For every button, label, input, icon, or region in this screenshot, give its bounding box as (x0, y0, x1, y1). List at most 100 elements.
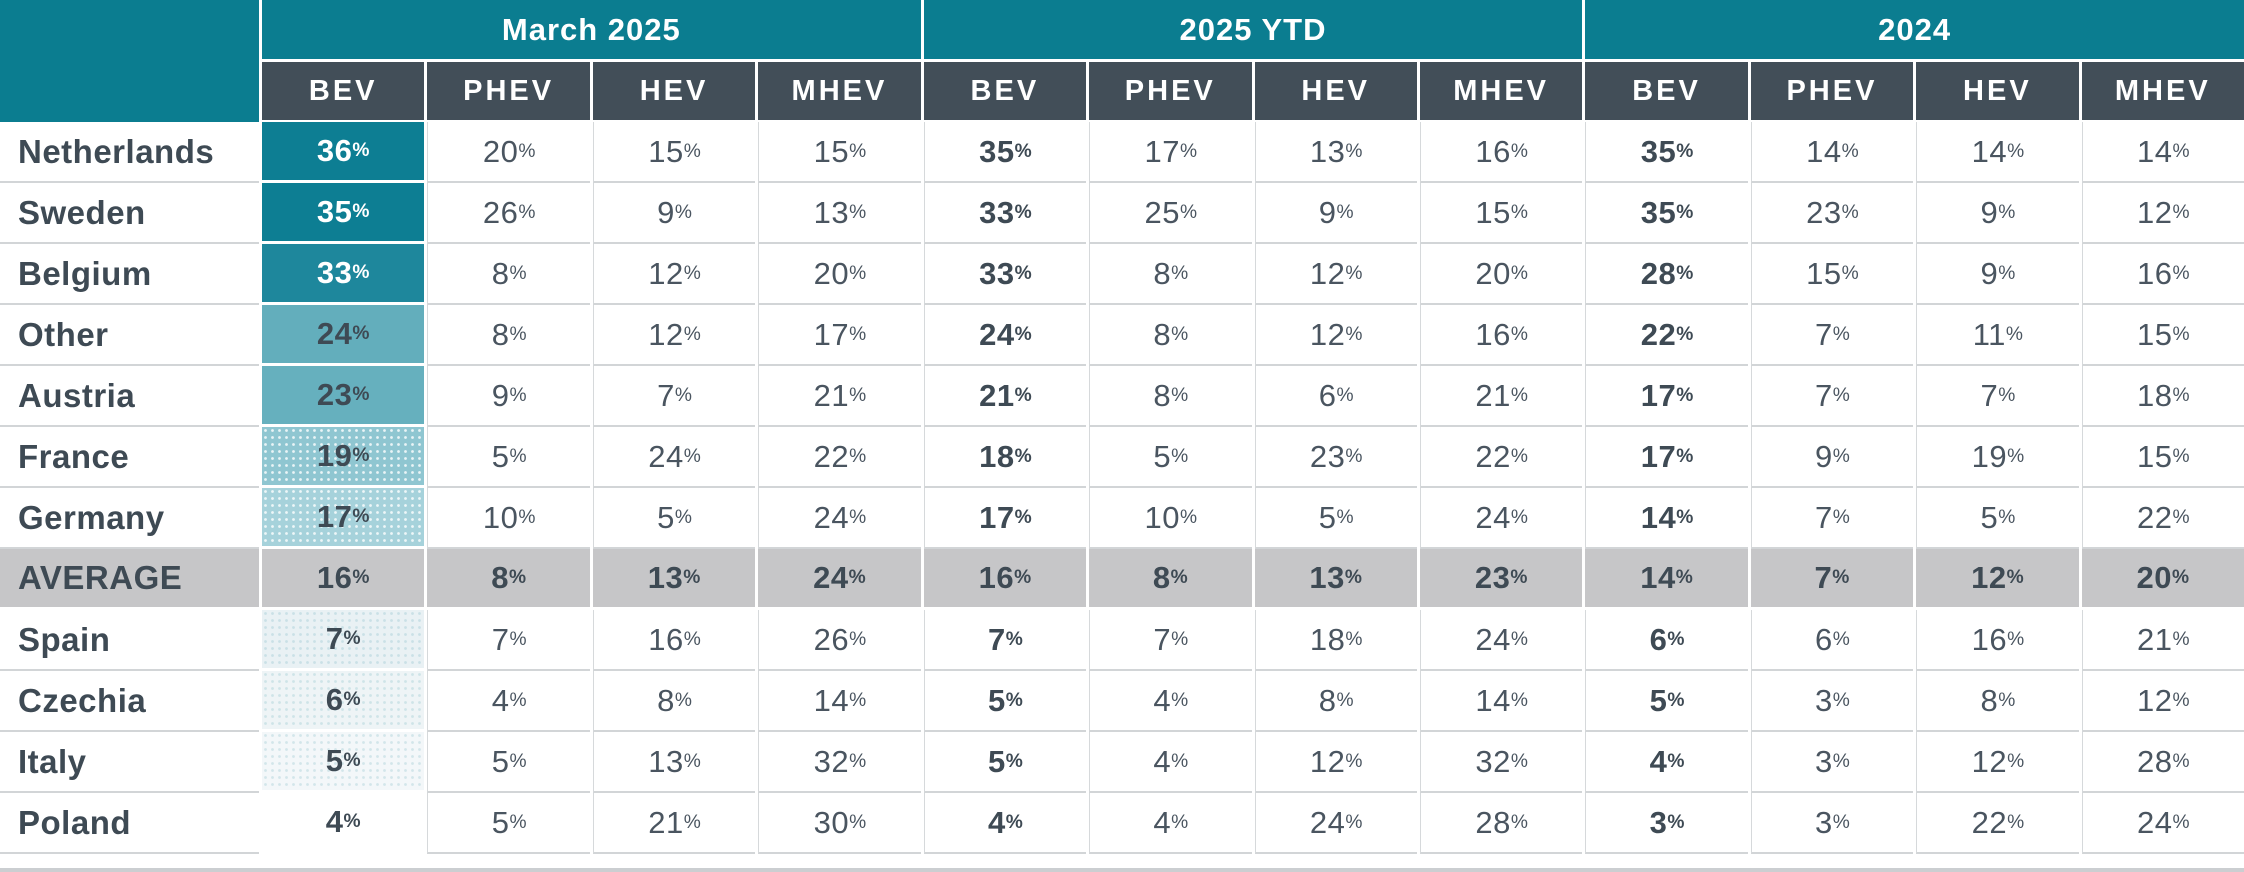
austria-y2024-bev-value: 17% (1585, 366, 1748, 427)
sweden-march-2025-hev-value: 9% (592, 183, 756, 244)
spain-y2024-mhev-value: 21% (2081, 610, 2244, 671)
czechia-march-2025-hev-value: 8% (592, 671, 756, 732)
poland-ytd-2025-bev-value: 4% (923, 793, 1087, 854)
percent-sign: % (2006, 567, 2024, 588)
percent-sign: % (1841, 201, 1859, 223)
poland-march-2025-hev-value: 21% (592, 793, 756, 854)
spain-ytd-2025-hev-value: 18% (1254, 610, 1417, 671)
germany-ytd-2025-mhev-value: 24% (1419, 488, 1583, 549)
average-march-2025-hev-value: 13% (592, 549, 756, 610)
percent-sign: % (343, 811, 361, 832)
germany-y2024-bev-value: 14% (1585, 488, 1748, 549)
germany-march-2025-bev-value: 17% (262, 488, 425, 549)
percent-sign: % (683, 567, 701, 588)
column-header-2025-ytd-hev: HEV (1254, 62, 1417, 122)
row-label-germany: Germany (0, 488, 259, 549)
percent-sign: % (1014, 323, 1032, 345)
percent-sign: % (2172, 689, 2190, 711)
percent-sign: % (2172, 201, 2190, 223)
row-label-spain: Spain (0, 610, 259, 671)
poland-march-2025-mhev-value: 30% (758, 793, 921, 854)
percent-sign: % (509, 323, 527, 345)
percent-sign: % (1841, 140, 1859, 162)
percent-sign: % (1014, 567, 1032, 588)
percent-sign: % (1675, 567, 1693, 588)
percent-sign: % (849, 323, 867, 345)
belgium-ytd-2025-phev-value: 8% (1089, 244, 1252, 305)
percent-sign: % (1667, 689, 1685, 711)
belgium-march-2025-bev-value: 33% (262, 244, 425, 305)
italy-y2024-phev-value: 3% (1750, 732, 1914, 793)
spain-march-2025-phev-value: 7% (427, 610, 590, 671)
percent-sign: % (1005, 811, 1023, 833)
other-march-2025-mhev-value: 17% (758, 305, 921, 366)
percent-sign: % (2172, 811, 2190, 833)
poland-ytd-2025-phev-value: 4% (1089, 793, 1252, 854)
austria-ytd-2025-bev-value: 21% (923, 366, 1087, 427)
percent-sign: % (683, 323, 701, 345)
percent-sign: % (1179, 506, 1198, 528)
percent-sign: % (509, 384, 527, 406)
column-header-march-2025-phev: PHEV (427, 62, 590, 122)
percent-sign: % (849, 201, 867, 223)
percent-sign: % (1510, 811, 1528, 833)
belgium-ytd-2025-bev-value: 33% (923, 244, 1087, 305)
percent-sign: % (1832, 628, 1850, 650)
italy-y2024-bev-value: 4% (1585, 732, 1748, 793)
spain-ytd-2025-bev-value: 7% (923, 610, 1087, 671)
france-march-2025-phev-value: 5% (427, 427, 590, 488)
percent-sign: % (2007, 628, 2025, 650)
netherlands-ytd-2025-phev-value: 17% (1089, 122, 1252, 183)
percent-sign: % (1676, 140, 1694, 162)
row-label-austria: Austria (0, 366, 259, 427)
czechia-y2024-bev-value: 5% (1585, 671, 1748, 732)
percent-sign: % (1510, 201, 1528, 223)
percent-sign: % (1998, 384, 2016, 406)
percent-sign: % (1336, 384, 1354, 406)
percent-sign: % (683, 628, 701, 650)
percent-sign: % (849, 689, 867, 711)
percent-sign: % (518, 201, 536, 223)
percent-sign: % (674, 506, 692, 528)
france-ytd-2025-bev-value: 18% (923, 427, 1087, 488)
group-header-march-2025: March 2025 (262, 0, 921, 62)
sweden-march-2025-bev-value: 35% (262, 183, 425, 244)
percent-sign: % (1510, 262, 1528, 284)
percent-sign: % (518, 506, 536, 528)
other-y2024-bev-value: 22% (1585, 305, 1748, 366)
germany-ytd-2025-phev-value: 10% (1089, 488, 1252, 549)
row-label-belgium: Belgium (0, 244, 259, 305)
percent-sign: % (352, 323, 370, 344)
percent-sign: % (1345, 811, 1363, 833)
percent-sign: % (1832, 445, 1850, 467)
germany-march-2025-mhev-value: 24% (758, 488, 921, 549)
percent-sign: % (352, 445, 370, 466)
france-march-2025-hev-value: 24% (592, 427, 756, 488)
percent-sign: % (509, 445, 527, 467)
percent-sign: % (1171, 262, 1189, 284)
austria-march-2025-bev-value: 23% (262, 366, 425, 427)
percent-sign: % (518, 140, 536, 162)
percent-sign: % (1676, 384, 1694, 406)
percent-sign: % (2007, 140, 2025, 162)
belgium-y2024-hev-value: 9% (1916, 244, 2079, 305)
percent-sign: % (1676, 506, 1694, 528)
italy-ytd-2025-mhev-value: 32% (1419, 732, 1583, 793)
other-ytd-2025-bev-value: 24% (923, 305, 1087, 366)
percent-sign: % (1005, 750, 1023, 772)
netherlands-march-2025-hev-value: 15% (592, 122, 756, 183)
average-y2024-phev-value: 7% (1750, 549, 1914, 610)
percent-sign: % (509, 262, 527, 284)
italy-march-2025-hev-value: 13% (592, 732, 756, 793)
average-y2024-hev-value: 12% (1916, 549, 2079, 610)
table-grid: March 2025 2025 YTD 2024 BEV PHEV HEV MH… (0, 0, 2244, 854)
percent-sign: % (343, 689, 361, 710)
percent-sign: % (1832, 506, 1850, 528)
percent-sign: % (1171, 384, 1189, 406)
percent-sign: % (2172, 445, 2190, 467)
italy-y2024-hev-value: 12% (1916, 732, 2079, 793)
percent-sign: % (1676, 323, 1694, 345)
percent-sign: % (1510, 567, 1528, 588)
other-y2024-mhev-value: 15% (2081, 305, 2244, 366)
percent-sign: % (849, 445, 867, 467)
